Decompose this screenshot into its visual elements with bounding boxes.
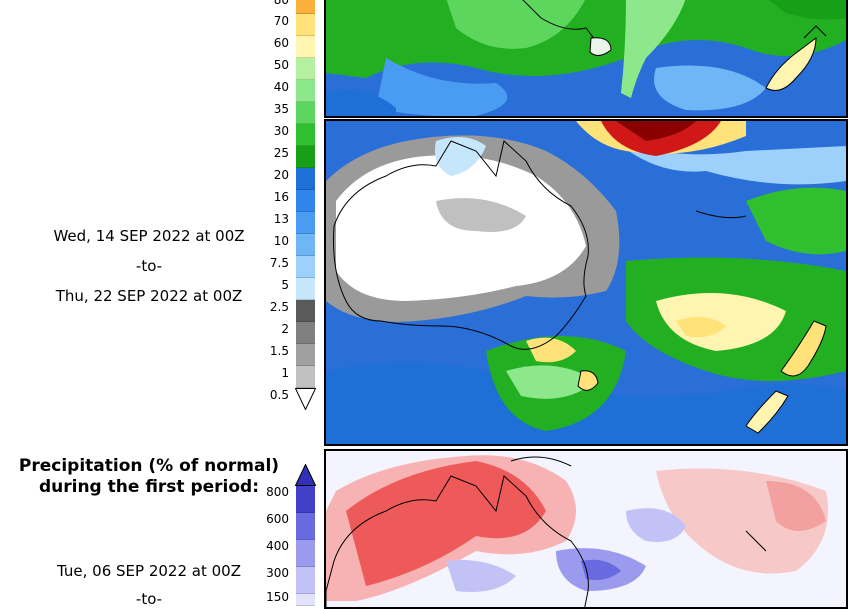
anomaly-colorbar-label: 300 (266, 566, 289, 580)
anomaly-title-line1: Precipitation (% of normal) (18, 456, 280, 476)
colorbar-segment (296, 486, 315, 513)
colorbar-arrow-down (295, 388, 316, 410)
colorbar-segment (296, 256, 315, 278)
colorbar-segment (296, 58, 315, 80)
precip-colorbar (295, 0, 316, 410)
colorbar-segment (296, 36, 315, 58)
colorbar-label: 25 (273, 146, 289, 160)
colorbar-label: 50 (273, 58, 289, 72)
colorbar-label: 13 (273, 212, 289, 226)
anomaly-colorbar-label: 800 (266, 485, 289, 499)
anomaly-colorbar-label: 400 (266, 539, 289, 553)
colorbar-segment (296, 278, 315, 300)
colorbar-segment (296, 146, 315, 168)
map-panel-anomaly (324, 449, 848, 609)
colorbar-label: 35 (273, 102, 289, 116)
colorbar-label: 60 (273, 36, 289, 50)
colorbar-segment (296, 190, 315, 212)
colorbar-label: 20 (273, 168, 289, 182)
precip-map-period2 (326, 121, 846, 444)
anomaly-colorbar-label: 600 (266, 512, 289, 526)
colorbar-label: 1 (281, 366, 289, 380)
period-separator: -to- (135, 257, 163, 275)
colorbar-segment (296, 168, 315, 190)
precip-map-top (326, 0, 846, 116)
colorbar-arrow-up (295, 464, 316, 486)
colorbar-segment (296, 366, 315, 388)
anomaly-period-start: Tue, 06 SEP 2022 at 00Z (57, 562, 241, 580)
colorbar-segment (296, 14, 315, 36)
colorbar-label: 5 (281, 278, 289, 292)
colorbar-segment (296, 300, 315, 322)
colorbar-label: 7.5 (269, 256, 289, 270)
colorbar-segment (296, 567, 315, 594)
colorbar-segment (296, 0, 315, 14)
colorbar-segment (296, 80, 315, 102)
colorbar-label: 16 (273, 190, 289, 204)
colorbar-segment (296, 540, 315, 567)
anomaly-title-line2: during the first period: (38, 477, 260, 497)
anomaly-colorbar (295, 464, 316, 606)
colorbar-segment (296, 344, 315, 366)
map-panel-top (324, 0, 848, 118)
map-panel-period2 (324, 119, 848, 446)
colorbar-label: 30 (273, 124, 289, 138)
colorbar-segment (296, 322, 315, 344)
colorbar-label: 0.5 (269, 388, 289, 402)
colorbar-segment (296, 234, 315, 256)
colorbar-segment (296, 124, 315, 146)
colorbar-label: 40 (273, 80, 289, 94)
colorbar-segment (296, 594, 315, 606)
period-end: Thu, 22 SEP 2022 at 00Z (55, 287, 243, 305)
period-start: Wed, 14 SEP 2022 at 00Z (53, 227, 245, 245)
colorbar-label: 80 (273, 0, 289, 7)
colorbar-label: 2 (281, 322, 289, 336)
colorbar-label: 1.5 (269, 344, 289, 358)
colorbar-segment (296, 212, 315, 234)
colorbar-label: 2.5 (269, 300, 289, 314)
colorbar-label: 70 (273, 14, 289, 28)
anomaly-period-separator: -to- (135, 590, 163, 608)
colorbar-segment (296, 513, 315, 540)
colorbar-label: 10 (273, 234, 289, 248)
colorbar-segment (296, 102, 315, 124)
anomaly-map (326, 451, 846, 607)
